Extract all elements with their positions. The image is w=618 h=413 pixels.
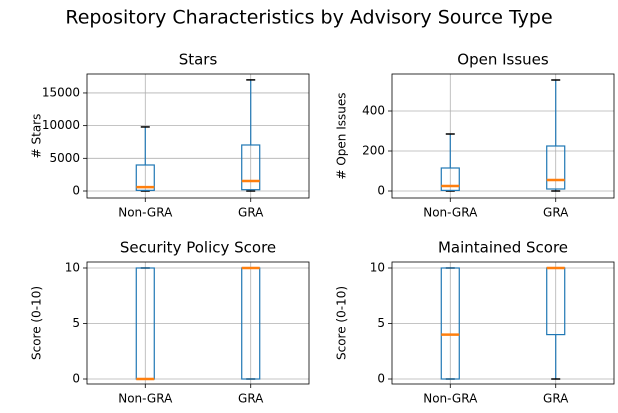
y-axis-label: # Stars — [30, 114, 44, 159]
box — [241, 144, 261, 191]
y-tick-label: 5 — [377, 316, 385, 330]
x-tick-label: Non-GRA — [118, 392, 173, 406]
y-axis-label: # Open Issues — [335, 92, 349, 179]
box — [440, 167, 460, 191]
y-tick-label: 10000 — [42, 118, 80, 132]
x-tick-label: GRA — [238, 206, 264, 220]
x-tick-label: Non-GRA — [423, 206, 478, 220]
y-axis-label: Score (0-10) — [335, 286, 349, 360]
x-tick-label: GRA — [238, 392, 264, 406]
panel-title: Stars — [179, 51, 218, 69]
figure-title: Repository Characteristics by Advisory S… — [65, 7, 552, 29]
y-tick-label: 0 — [377, 372, 385, 386]
y-tick-label: 15000 — [42, 85, 80, 99]
panel-title: Security Policy Score — [120, 239, 276, 257]
y-tick-label: 5 — [72, 316, 80, 330]
y-tick-label: 0 — [72, 184, 80, 198]
box — [546, 145, 566, 190]
box — [440, 267, 460, 380]
y-tick-label: 10 — [370, 260, 385, 274]
x-tick-label: GRA — [543, 206, 569, 220]
y-tick-label: 400 — [362, 104, 385, 118]
box — [135, 164, 155, 191]
y-tick-label: 10 — [65, 260, 80, 274]
axes-frame — [391, 73, 615, 199]
x-tick-label: Non-GRA — [423, 392, 478, 406]
y-tick-label: 0 — [72, 372, 80, 386]
y-tick-label: 5000 — [49, 151, 80, 165]
x-tick-label: GRA — [543, 392, 569, 406]
panel-title: Maintained Score — [438, 239, 568, 257]
axes-frame — [391, 261, 615, 385]
y-tick-label: 0 — [377, 184, 385, 198]
y-tick-label: 200 — [362, 144, 385, 158]
panel-title: Open Issues — [457, 51, 549, 69]
y-axis-label: Score (0-10) — [30, 286, 44, 360]
axes-frame — [86, 261, 310, 385]
x-tick-label: Non-GRA — [118, 206, 173, 220]
axes-frame — [86, 73, 310, 199]
